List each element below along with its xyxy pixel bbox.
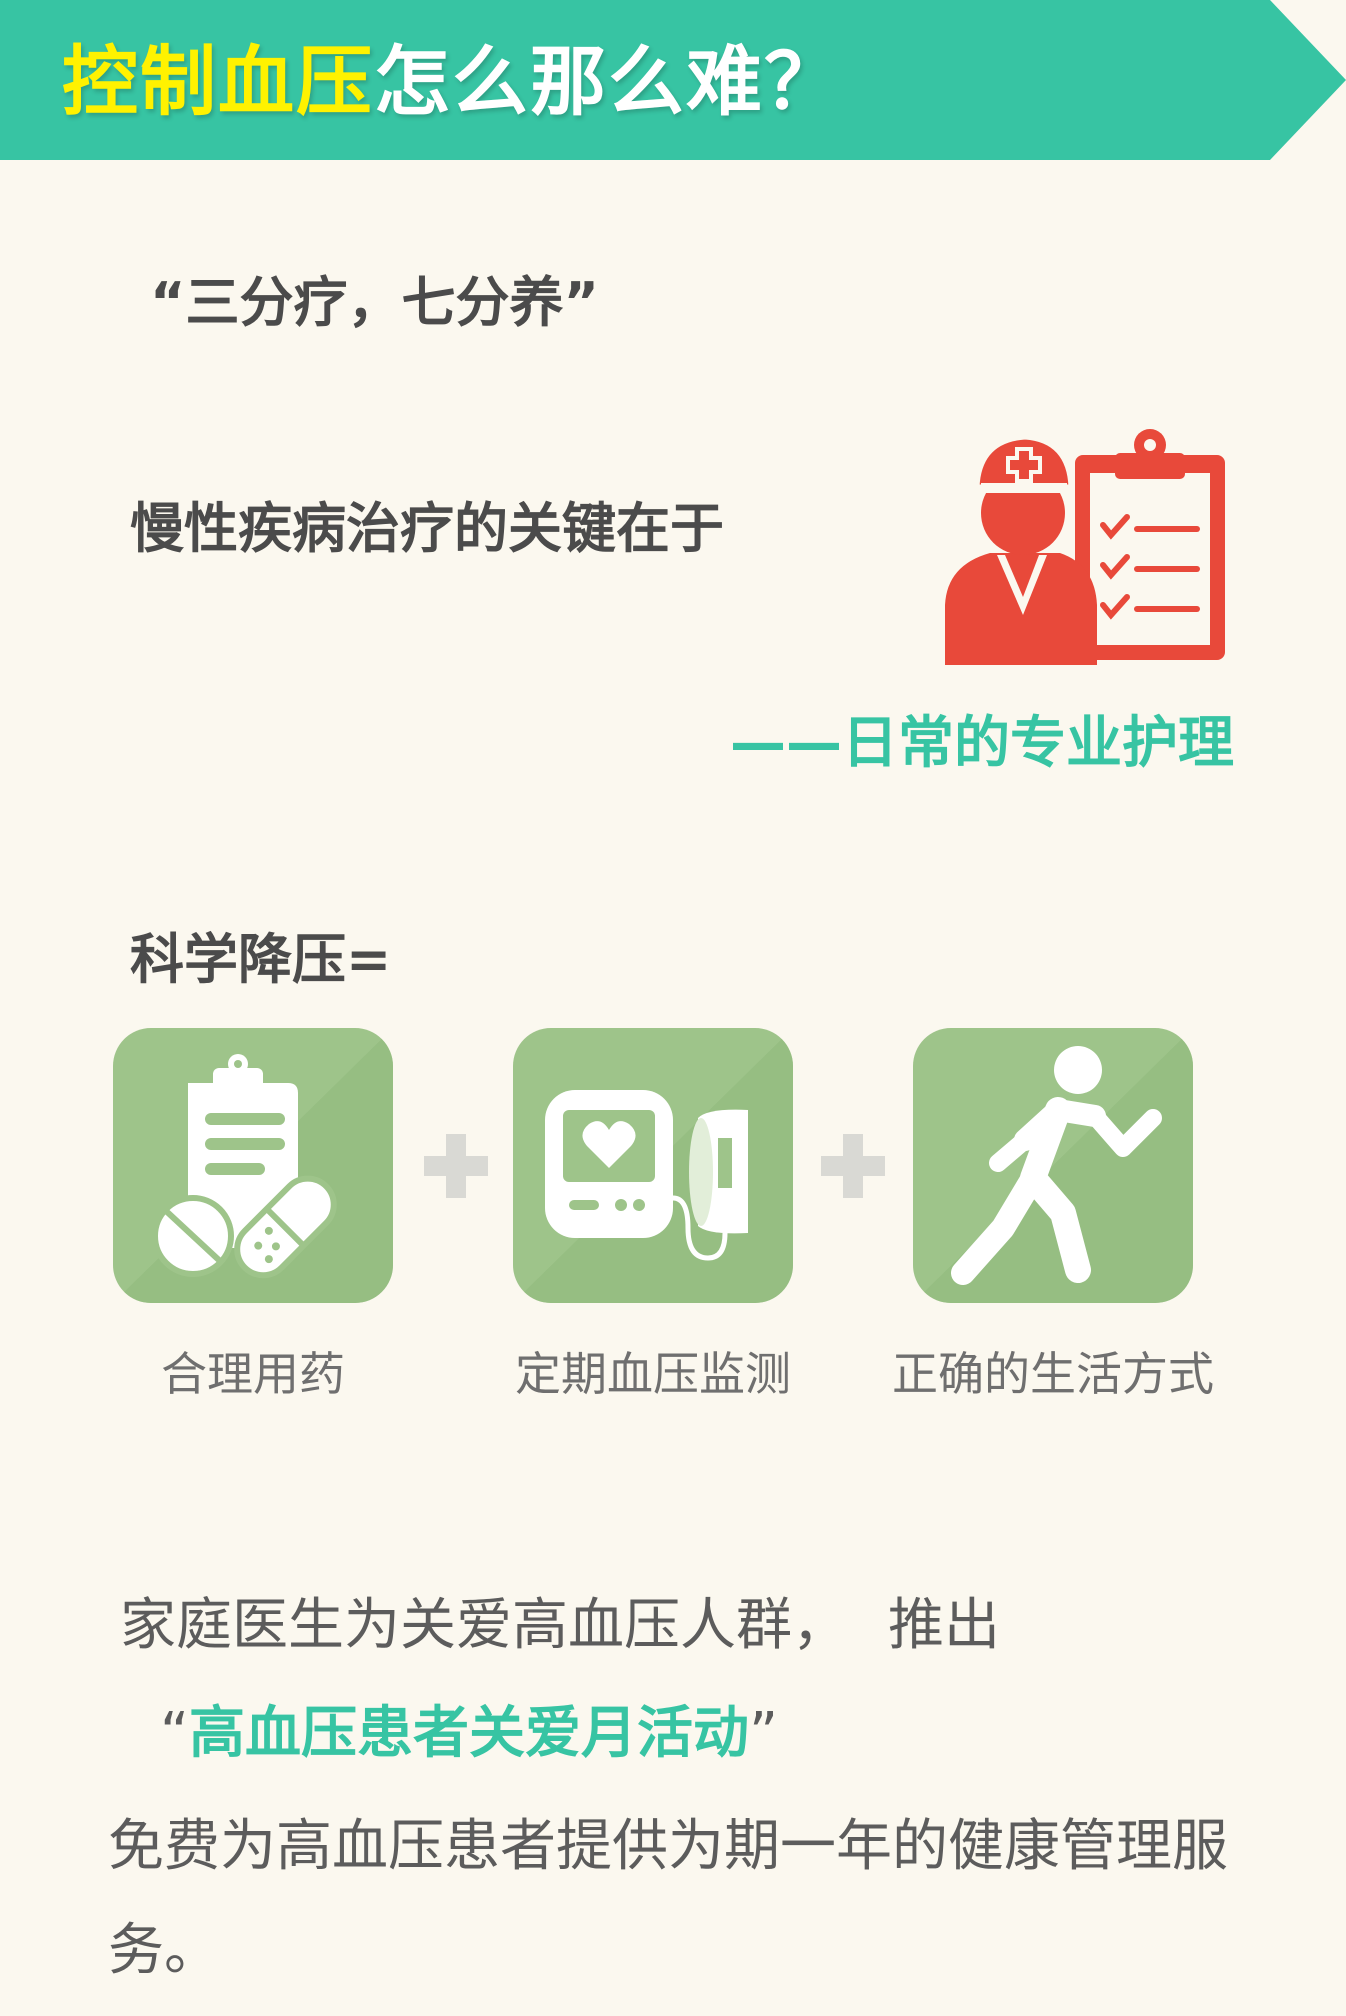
nurse-clipboard-icon [945,429,1225,665]
intro-paragraph: 家庭医生为关爱高血压人群， 推出 [120,1580,1000,1661]
campaign-title: 高血压患者关爱月活动 [189,1701,750,1766]
tile-label-medication: 合理用药 [161,1347,345,1401]
blood-pressure-monitor-icon [513,1028,793,1303]
formula-heading: 科学降压= [130,928,392,991]
lead-sentence: 慢性疾病治疗的关键在于 [130,497,724,560]
service-paragraph: 免费为高血压患者提供为期一年的健康管理服务。 [108,1814,1228,1983]
clipboard-pills-icon [113,1028,393,1303]
tile-label-bp-monitoring: 定期血压监测 [515,1347,791,1401]
page-title-highlight: 控制血压 [62,37,374,126]
tile-bp-monitoring [513,1028,793,1303]
intro-text: 家庭医生为关爱高血压人群， [120,1593,848,1658]
tile-lifestyle [913,1028,1193,1303]
campaign-open-quote: “ [160,1701,190,1766]
page-title-rest: 怎么那么难？ [374,37,842,126]
tile-medication [113,1028,393,1303]
campaign-close-quote: ” [749,1701,779,1766]
plus-icon [424,1134,488,1198]
page-title: 控制血压 怎么那么难？ [62,20,842,130]
campaign-name: “高血压患者关爱月活动” [160,1688,778,1769]
tile-label-lifestyle: 正确的生活方式 [892,1347,1214,1401]
proverb-quote: “三分疗，七分养” [150,271,599,334]
running-person-icon [913,1028,1193,1303]
banner-arrow-shape [0,0,1346,160]
plus-icon [821,1134,885,1198]
intro-tail: 推出 [888,1593,1000,1658]
key-answer: ——日常的专业护理 [730,711,1234,776]
title-banner: 控制血压 怎么那么难？ [0,0,1346,160]
